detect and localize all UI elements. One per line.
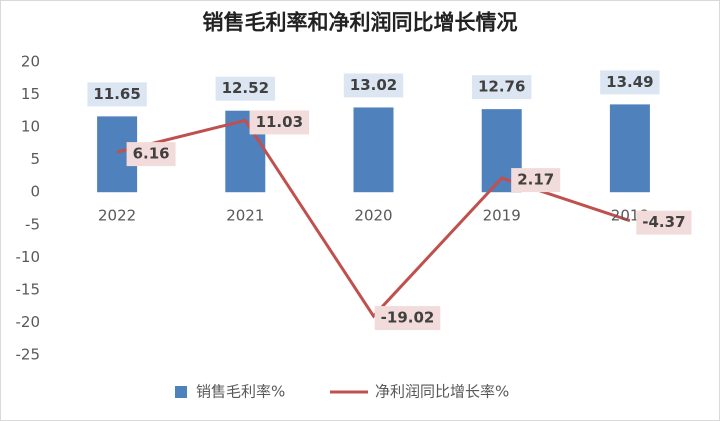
y-tick-label: 5 <box>30 150 40 168</box>
x-tick-label: 2019 <box>483 207 521 225</box>
y-tick-label: 10 <box>21 118 40 136</box>
data-label: 11.65 <box>93 85 140 103</box>
data-label-bg <box>249 110 310 135</box>
y-tick-label: -20 <box>16 313 41 331</box>
data-label: 12.76 <box>478 78 525 96</box>
y-tick-label: -15 <box>16 280 41 298</box>
data-label: -4.37 <box>642 213 685 231</box>
y-tick-label: -10 <box>16 248 41 266</box>
data-label: 12.52 <box>222 79 269 97</box>
data-label: 13.02 <box>350 76 397 94</box>
data-label: 6.16 <box>133 145 170 163</box>
x-tick-label: 2022 <box>98 207 136 225</box>
legend-label: 销售毛利率% <box>196 383 285 401</box>
data-label-bg <box>374 306 441 331</box>
bar <box>353 107 394 193</box>
data-label: 2.17 <box>517 171 554 189</box>
data-label-bg <box>126 142 176 167</box>
legend-swatch <box>175 386 187 398</box>
data-label-bg <box>471 75 532 100</box>
y-tick-label: -25 <box>16 346 41 364</box>
chart-title: 销售毛利率和净利润同比增长情况 <box>203 10 518 35</box>
legend-label: 净利润同比增长率% <box>375 383 509 401</box>
line <box>116 118 631 319</box>
x-tick-label: 2021 <box>226 207 264 225</box>
data-label-bg <box>511 168 561 193</box>
y-tick-label: -5 <box>25 215 40 233</box>
data-label-bg <box>215 76 276 101</box>
data-label-bg <box>87 82 147 107</box>
bar <box>609 104 650 193</box>
data-label: 11.03 <box>256 113 303 131</box>
y-tick-label: 20 <box>21 53 40 71</box>
y-tick-label: 15 <box>21 85 40 103</box>
data-label-bg <box>600 70 660 95</box>
data-label-bg <box>343 73 404 98</box>
data-label: -19.02 <box>381 309 435 327</box>
y-tick-label: 0 <box>30 183 40 201</box>
data-label: 13.49 <box>606 73 653 91</box>
x-tick-label: 2020 <box>354 207 392 225</box>
data-label-bg <box>636 210 692 235</box>
